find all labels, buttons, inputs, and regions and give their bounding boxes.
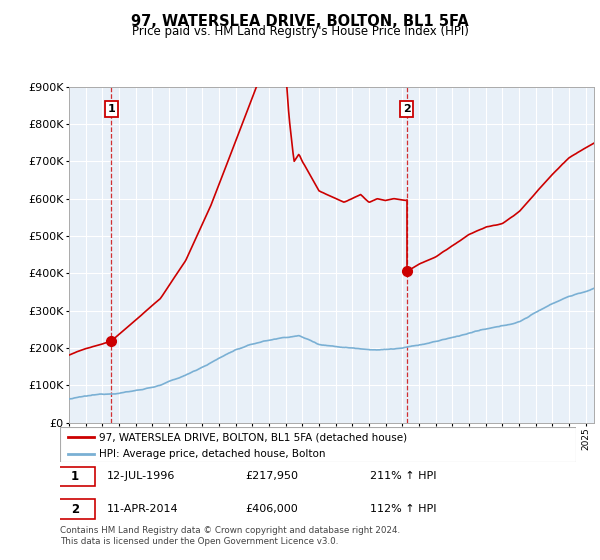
Text: £217,950: £217,950: [246, 472, 299, 482]
FancyBboxPatch shape: [56, 500, 95, 519]
Text: 2: 2: [71, 502, 79, 516]
FancyBboxPatch shape: [60, 427, 576, 462]
Text: 97, WATERSLEA DRIVE, BOLTON, BL1 5FA: 97, WATERSLEA DRIVE, BOLTON, BL1 5FA: [131, 14, 469, 29]
Text: HPI: Average price, detached house, Bolton: HPI: Average price, detached house, Bolt…: [98, 449, 325, 459]
Text: 12-JUL-1996: 12-JUL-1996: [106, 472, 175, 482]
Text: 211% ↑ HPI: 211% ↑ HPI: [370, 472, 436, 482]
Text: Price paid vs. HM Land Registry's House Price Index (HPI): Price paid vs. HM Land Registry's House …: [131, 25, 469, 38]
Text: Contains HM Land Registry data © Crown copyright and database right 2024.
This d: Contains HM Land Registry data © Crown c…: [60, 526, 400, 546]
Text: 97, WATERSLEA DRIVE, BOLTON, BL1 5FA (detached house): 97, WATERSLEA DRIVE, BOLTON, BL1 5FA (de…: [98, 432, 407, 442]
Text: 11-APR-2014: 11-APR-2014: [106, 504, 178, 514]
Text: 2: 2: [403, 104, 411, 114]
FancyBboxPatch shape: [56, 466, 95, 486]
Text: 112% ↑ HPI: 112% ↑ HPI: [370, 504, 436, 514]
Text: £406,000: £406,000: [246, 504, 299, 514]
Text: 1: 1: [107, 104, 115, 114]
Text: 1: 1: [71, 470, 79, 483]
